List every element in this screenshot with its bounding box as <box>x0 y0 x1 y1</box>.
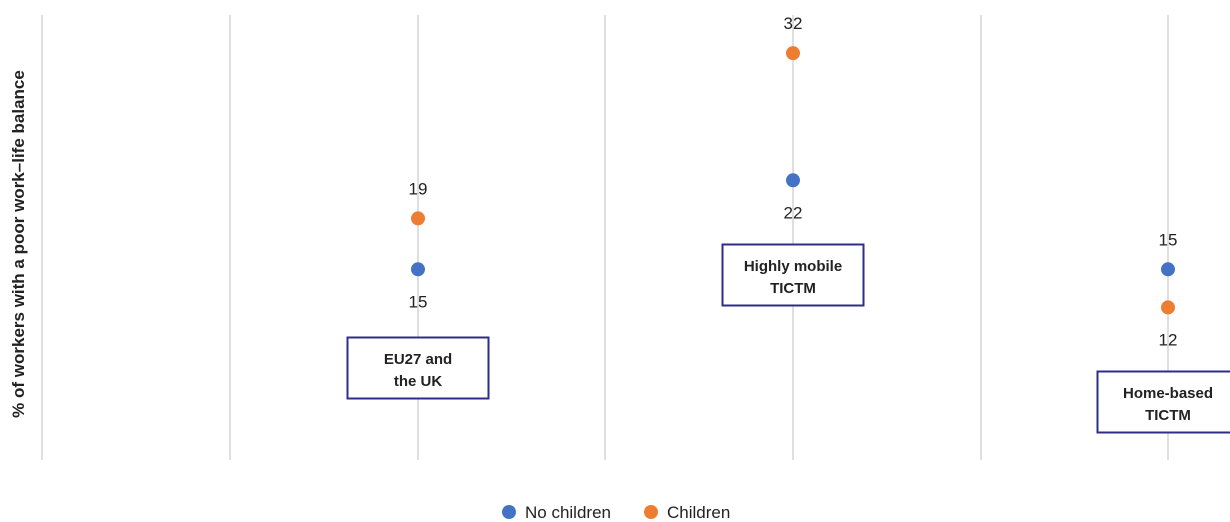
legend-marker <box>502 505 516 519</box>
category-label-box: Home-based TICTM <box>1096 370 1230 434</box>
data-labels: 15 22 15 19 32 12 <box>409 14 1178 349</box>
category-label-line: TICTM <box>770 280 816 297</box>
data-label: 15 <box>1159 230 1178 249</box>
data-label: 15 <box>409 292 428 311</box>
legend: No children Children <box>502 503 730 522</box>
point-children <box>411 211 425 226</box>
point-no-children <box>786 173 800 188</box>
data-points <box>411 46 1175 315</box>
point-no-children <box>411 262 425 277</box>
category-label-line: the UK <box>394 373 443 390</box>
category-label-line: EU27 and <box>384 351 452 368</box>
data-label: 32 <box>784 14 803 33</box>
legend-marker <box>644 505 658 519</box>
category-box-frame <box>721 243 865 307</box>
category-label-box: Highly mobile TICTM <box>721 243 865 307</box>
data-label: 22 <box>784 203 803 222</box>
category-label-line: Highly mobile <box>744 258 842 275</box>
category-box-frame <box>1096 370 1230 434</box>
category-label-box: EU27 and the UK <box>346 336 490 400</box>
category-box-frame <box>346 336 490 400</box>
legend-label: No children <box>525 503 611 522</box>
gridlines <box>41 15 1169 460</box>
data-label: 19 <box>409 179 428 198</box>
category-label-line: Home-based <box>1123 385 1213 402</box>
y-axis-label: % of workers with a poor work–life balan… <box>9 70 28 418</box>
point-children <box>786 46 800 61</box>
legend-label: Children <box>667 503 730 522</box>
legend-item-children: Children <box>644 503 730 522</box>
legend-item-no-children: No children <box>502 503 611 522</box>
category-label-line: TICTM <box>1145 407 1191 424</box>
point-no-children <box>1161 262 1175 277</box>
point-children <box>1161 300 1175 315</box>
data-label: 12 <box>1159 330 1178 349</box>
